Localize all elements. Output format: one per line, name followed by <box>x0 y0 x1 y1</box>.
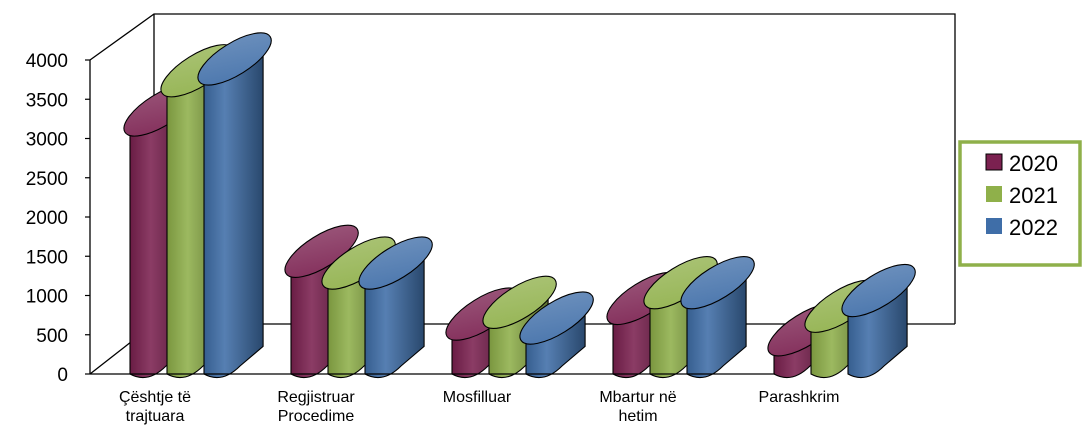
bar-2022 <box>358 236 433 379</box>
x-tick-line: Mosfilluar <box>443 389 512 406</box>
y-tick-label: 4000 <box>26 51 68 72</box>
x-tick-line: Regjistruar <box>277 389 355 406</box>
x-tick-label: Mosfilluar <box>443 389 512 406</box>
y-tick-label: 1000 <box>26 287 68 308</box>
x-tick-label: Çështje të trajtuara <box>119 389 191 425</box>
bar-top <box>358 236 433 290</box>
bars <box>123 32 916 379</box>
legend-swatch-2022 <box>986 218 1002 234</box>
x-tick-line: trajtuara <box>126 408 185 425</box>
legend-label: 2020 <box>1009 151 1058 176</box>
legend-box <box>958 140 1082 267</box>
y-tick-label: 2500 <box>26 169 68 190</box>
back-wall-outline <box>89 13 956 324</box>
bar-2022 <box>841 263 916 379</box>
y-tick-label: 3500 <box>26 90 68 111</box>
bar-top <box>482 275 557 329</box>
bar-top <box>197 32 272 86</box>
legend-swatch-2020 <box>985 153 1003 171</box>
x-tick-line: hetim <box>618 408 657 425</box>
y-tick-label: 2000 <box>26 208 68 229</box>
bar-body <box>203 45 264 379</box>
legend-swatch-2021 <box>986 186 1002 202</box>
legend-label: 2022 <box>1009 215 1058 240</box>
x-tick-line: Procedime <box>278 408 355 425</box>
x-axis: Çështje të trajtuara Regjistruar Procedime M… <box>90 373 840 425</box>
bar-top <box>841 263 916 318</box>
x-tick-label: Regjistruar Procedime <box>277 389 355 425</box>
y-axis: 0 500 1000 1500 2000 2500 3000 3500 4000 <box>26 51 91 386</box>
bar-2022 <box>680 256 755 379</box>
legend: 2020 2021 2022 <box>958 140 1082 267</box>
x-tick-line: Parashkrim <box>759 389 840 406</box>
x-tick-label: Mbartur në hetim <box>599 389 676 425</box>
y-tick-label: 500 <box>36 326 68 347</box>
y-tick-label: 1500 <box>26 247 68 268</box>
bar-2022 <box>197 32 272 379</box>
legend-label: 2021 <box>1009 183 1058 208</box>
x-tick-label: Parashkrim <box>759 389 840 406</box>
bar-2022 <box>519 291 594 379</box>
bar-top <box>519 291 594 345</box>
bar-top <box>680 256 755 310</box>
x-tick-line: Çështje të <box>119 389 191 406</box>
bar-top <box>284 224 359 278</box>
x-tick-line: Mbartur në <box>599 389 676 406</box>
y-tick-label: 0 <box>57 365 68 386</box>
y-tick-label: 3000 <box>26 130 68 151</box>
